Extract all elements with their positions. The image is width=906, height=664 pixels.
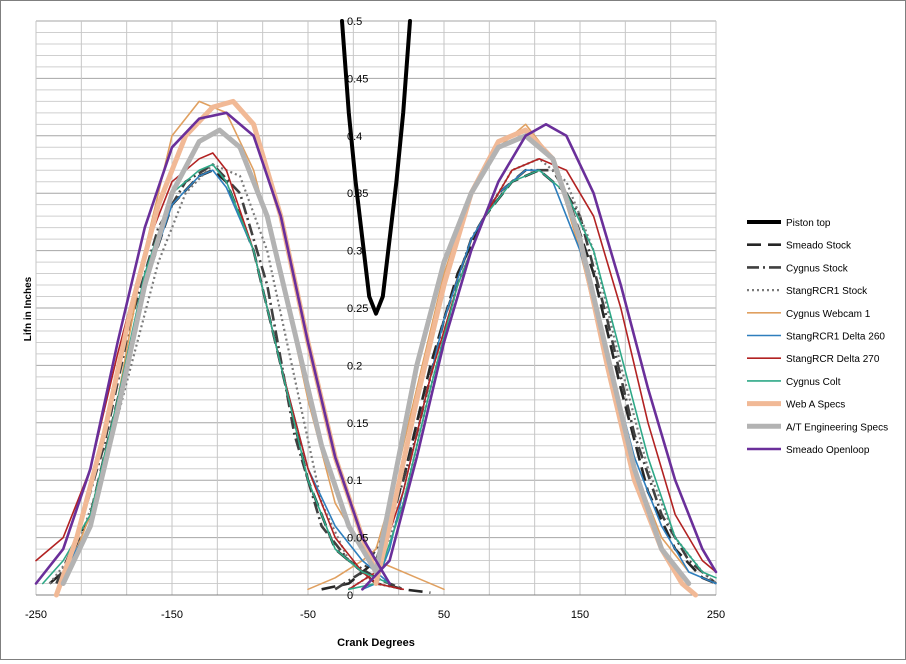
y-tick-label: 0.3 — [347, 246, 362, 258]
legend-label-9: A/T Engineering Specs — [786, 422, 888, 433]
series-line-6 — [348, 158, 717, 591]
y-tick-label: 0.35 — [347, 188, 368, 200]
series-line-7 — [348, 169, 717, 591]
y-tick-label: 0.45 — [347, 73, 368, 85]
series-line-10 — [361, 123, 718, 591]
legend-label-7: Cygnus Colt — [786, 377, 841, 388]
series-line-9 — [60, 127, 379, 586]
y-tick-label: 0.15 — [347, 418, 368, 430]
x-tick-label: -250 — [25, 609, 47, 621]
legend-label-5: StangRCR1 Delta 260 — [786, 332, 885, 343]
legend-label-6: StangRCR Delta 270 — [786, 354, 880, 365]
x-tick-label: 50 — [438, 609, 450, 621]
y-tick-label: 0 — [347, 590, 353, 602]
series-line-7 — [42, 163, 391, 585]
y-tick-label: 0.4 — [347, 131, 362, 143]
series-line-1 — [48, 168, 431, 594]
y-tick-label: 0.05 — [347, 533, 368, 545]
legend-label-10: Smeado Openloop — [786, 445, 870, 456]
y-tick-label: 0.1 — [347, 475, 362, 487]
x-tick-label: 250 — [707, 609, 725, 621]
legend: Piston top Smeado Stock Cygnus Stock StangR… — [747, 218, 888, 456]
legend-label-2: Cygnus Stock — [786, 263, 849, 274]
legend-label-0: Piston top — [786, 218, 831, 229]
series-line-2 — [55, 163, 404, 591]
y-tick-label: 0.2 — [347, 360, 362, 372]
y-axis-label: Lifn in Inches — [23, 276, 34, 341]
series-line-0 — [340, 19, 412, 316]
y-tick-label: 0.25 — [347, 303, 368, 315]
legend-label-1: Smeado Stock — [786, 241, 852, 252]
y-axis-ticks: 0 0.05 0.1 0.15 0.2 0.25 0.3 0.35 0.4 0.45 0.5 — [347, 16, 368, 602]
legend-label-3: StangRCR1 Stock — [786, 286, 868, 297]
x-tick-label: -50 — [300, 609, 316, 621]
x-tick-label: 150 — [571, 609, 589, 621]
legend-label-4: Cygnus Webcam 1 — [786, 309, 871, 320]
series-line-8 — [373, 127, 699, 598]
series-line-10 — [34, 111, 391, 585]
x-axis-ticks: -250 -150 -50 50 150 250 — [25, 609, 725, 621]
x-tick-label: -150 — [161, 609, 183, 621]
x-axis-label: Crank Degrees — [337, 637, 415, 649]
legend-label-8: Web A Specs — [786, 400, 845, 411]
series-lines — [34, 19, 718, 598]
y-tick-label: 0.5 — [347, 16, 362, 28]
